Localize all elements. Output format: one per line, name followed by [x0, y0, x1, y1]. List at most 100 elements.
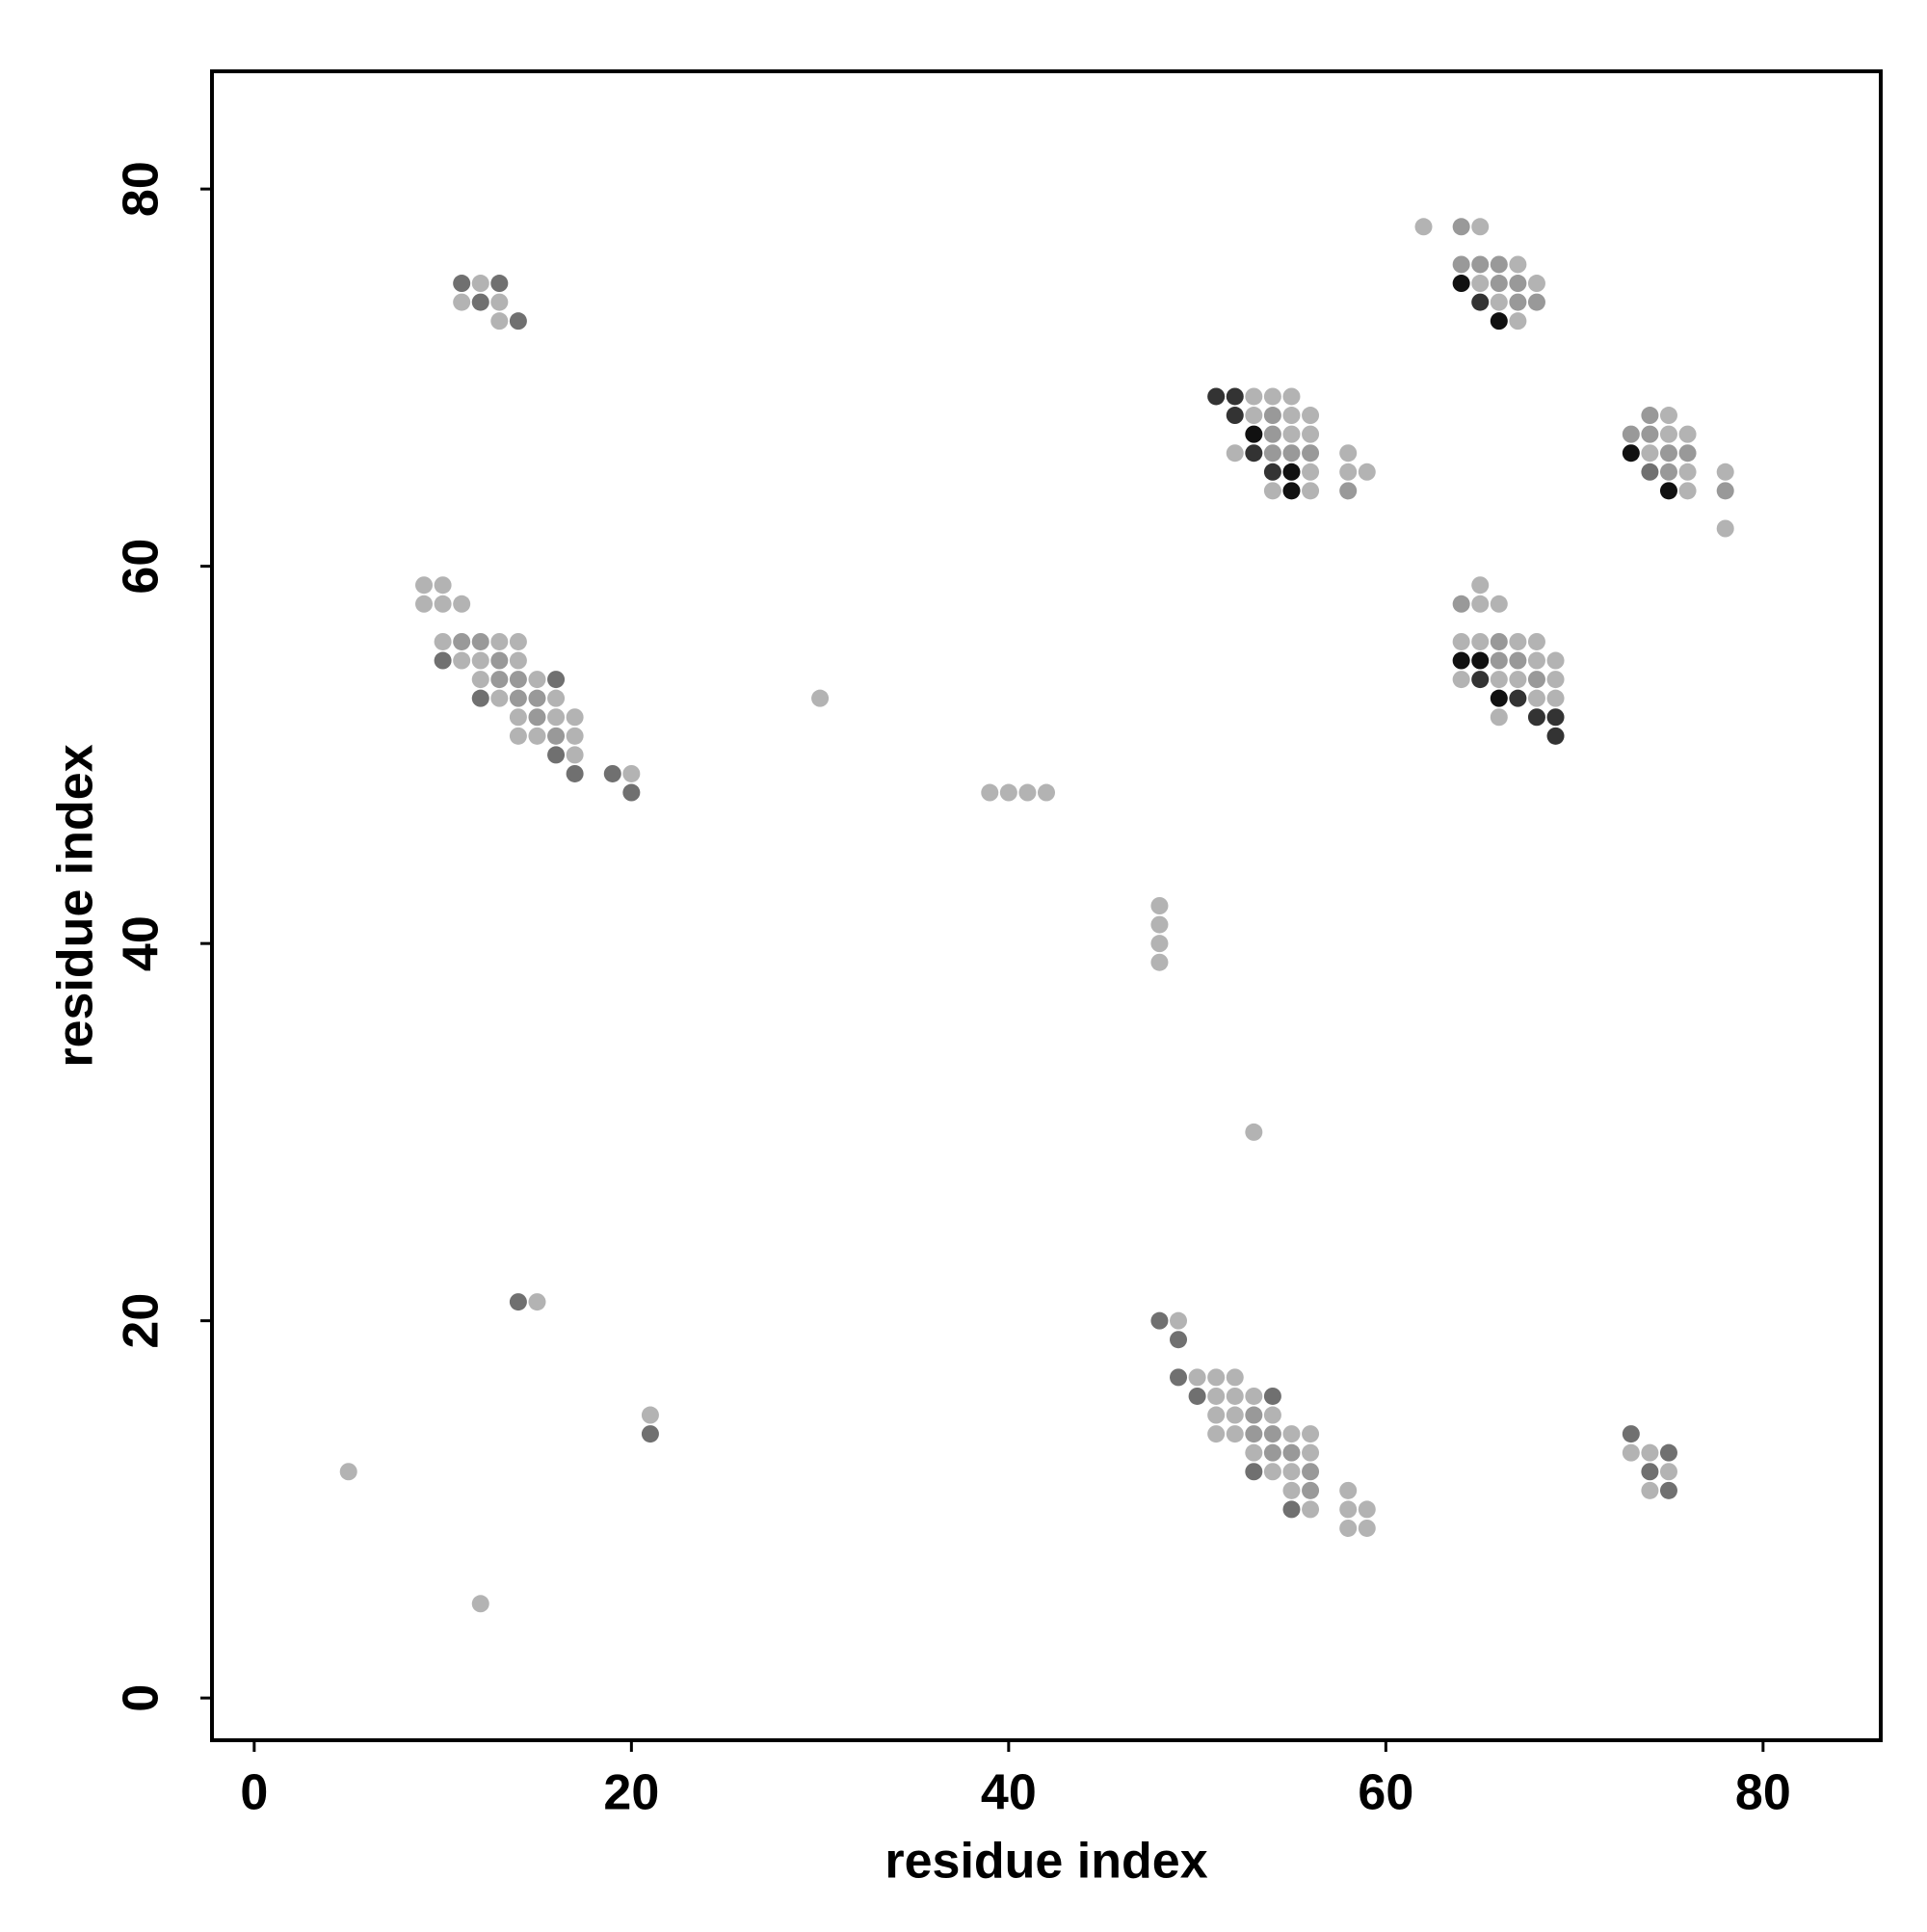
- y-tick-label: 20: [114, 1293, 170, 1349]
- point: [1527, 275, 1545, 293]
- x-tick-label: 80: [1735, 1765, 1791, 1821]
- x-tick-label: 0: [240, 1765, 268, 1821]
- point: [1659, 1463, 1677, 1481]
- x-tick-label: 60: [1358, 1765, 1413, 1821]
- point: [1490, 689, 1508, 707]
- point: [1527, 651, 1545, 670]
- point: [566, 764, 584, 782]
- point: [1339, 1500, 1358, 1519]
- point: [490, 651, 509, 670]
- point: [1659, 1443, 1677, 1462]
- point: [1245, 1123, 1263, 1141]
- point: [1188, 1387, 1206, 1405]
- point: [641, 1406, 659, 1424]
- point: [509, 312, 527, 331]
- point: [434, 595, 452, 613]
- point: [1245, 425, 1263, 443]
- point: [622, 783, 641, 802]
- point: [1226, 1425, 1244, 1443]
- point: [1207, 387, 1226, 406]
- point: [1471, 293, 1490, 311]
- point: [1622, 1425, 1640, 1443]
- y-tick-label: 0: [114, 1684, 170, 1712]
- point: [490, 312, 509, 331]
- point: [1170, 1331, 1188, 1349]
- point: [471, 1595, 489, 1613]
- point: [528, 671, 546, 689]
- point: [1509, 689, 1527, 707]
- point: [453, 293, 471, 311]
- point: [1302, 1463, 1320, 1481]
- point: [1263, 1463, 1281, 1481]
- point: [1245, 1406, 1263, 1424]
- point: [490, 632, 509, 650]
- point: [1471, 595, 1490, 613]
- point: [509, 708, 527, 727]
- point: [471, 651, 489, 670]
- point: [509, 727, 527, 745]
- point: [1678, 444, 1697, 463]
- point: [1452, 255, 1470, 274]
- point: [1302, 1443, 1320, 1462]
- point: [1339, 444, 1358, 463]
- point: [1302, 1425, 1320, 1443]
- point: [1490, 312, 1508, 331]
- point: [509, 689, 527, 707]
- point: [1490, 632, 1508, 650]
- point: [1678, 482, 1697, 500]
- point: [1263, 1406, 1281, 1424]
- point: [1282, 463, 1301, 481]
- point: [1490, 708, 1508, 727]
- point: [1263, 1443, 1281, 1462]
- point: [1471, 651, 1490, 670]
- point: [471, 689, 489, 707]
- point: [1659, 1481, 1677, 1499]
- plot-frame: [210, 69, 1883, 1742]
- point: [1282, 1481, 1301, 1499]
- point: [1150, 1311, 1169, 1330]
- point: [1263, 387, 1281, 406]
- point: [1641, 1463, 1659, 1481]
- point: [1302, 407, 1320, 425]
- point: [1263, 1387, 1281, 1405]
- point: [1509, 671, 1527, 689]
- point: [1659, 444, 1677, 463]
- point: [1263, 463, 1281, 481]
- point: [471, 275, 489, 293]
- point: [1659, 407, 1677, 425]
- point: [1659, 482, 1677, 500]
- point: [1245, 1443, 1263, 1462]
- point: [453, 275, 471, 293]
- point: [453, 595, 471, 613]
- point: [1641, 407, 1659, 425]
- point: [509, 651, 527, 670]
- point: [1207, 1368, 1226, 1387]
- point: [490, 671, 509, 689]
- point: [1282, 1463, 1301, 1481]
- point: [566, 727, 584, 745]
- point: [1150, 953, 1169, 971]
- point: [1245, 387, 1263, 406]
- point: [1282, 1500, 1301, 1519]
- point: [1302, 1500, 1320, 1519]
- point: [547, 689, 566, 707]
- point: [1509, 632, 1527, 650]
- point: [415, 595, 434, 613]
- point: [1339, 1481, 1358, 1499]
- point: [1659, 425, 1677, 443]
- point: [1490, 275, 1508, 293]
- point: [1452, 671, 1470, 689]
- point: [1245, 444, 1263, 463]
- point: [415, 576, 434, 595]
- point: [528, 708, 546, 727]
- point: [1263, 1425, 1281, 1443]
- point: [1716, 519, 1734, 538]
- point: [453, 651, 471, 670]
- point: [1546, 671, 1565, 689]
- point: [1490, 595, 1508, 613]
- point: [1302, 444, 1320, 463]
- point: [999, 783, 1017, 802]
- point: [1490, 671, 1508, 689]
- point: [1622, 425, 1640, 443]
- point: [1490, 255, 1508, 274]
